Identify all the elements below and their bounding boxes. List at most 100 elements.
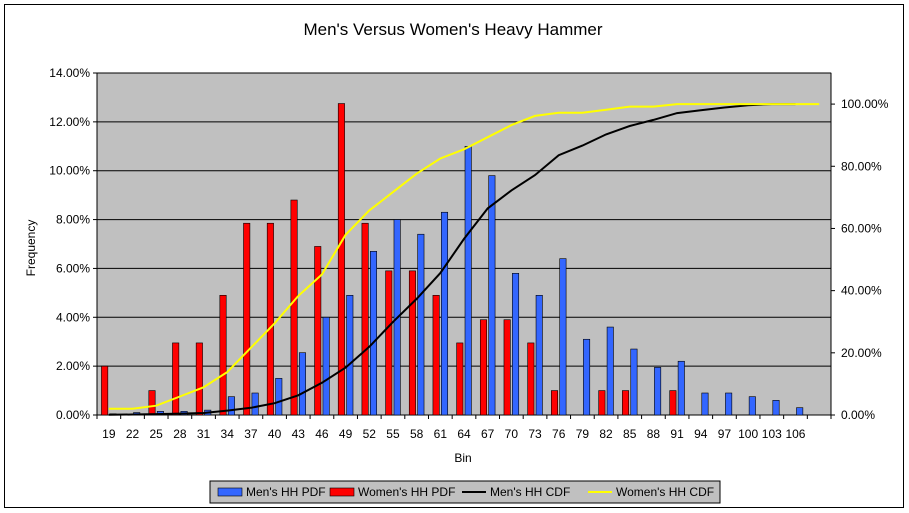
- x-tick-label: 106: [785, 427, 805, 441]
- x-tick-label: 94: [694, 427, 708, 441]
- legend-entry: Women's HH PDF: [358, 485, 455, 499]
- x-tick-label: 88: [647, 427, 661, 441]
- x-tick-label: 91: [670, 427, 684, 441]
- y2-tick-label: 80.00%: [841, 159, 882, 173]
- x-tick-label: 76: [552, 427, 566, 441]
- women-pdf-bar: [195, 342, 203, 416]
- x-tick-label: 58: [410, 427, 424, 441]
- x-tick-label: 97: [718, 427, 732, 441]
- men-pdf-bar: [583, 338, 591, 416]
- legend-entry: Men's HH PDF: [246, 485, 326, 499]
- men-pdf-bar: [441, 211, 449, 416]
- men-pdf-bar: [535, 294, 543, 416]
- x-tick-label: 82: [599, 427, 613, 441]
- men-pdf-bar: [464, 145, 472, 416]
- y2-tick-label: 20.00%: [841, 346, 882, 360]
- legend-entry: Women's HH CDF: [616, 485, 714, 499]
- men-pdf-bar: [227, 396, 235, 416]
- women-pdf-bar: [385, 270, 393, 416]
- y-tick-label: 10.00%: [49, 164, 90, 178]
- plot-background: [96, 72, 832, 416]
- y2-tick-label: 0.00%: [841, 408, 875, 422]
- legend: Men's HH PDF Women's HH PDF Men's HH CDF Wo…: [209, 480, 721, 504]
- chart-title: Men's Versus Women's Heavy Hammer: [303, 20, 602, 39]
- women-pdf-bar: [243, 222, 251, 416]
- women-pdf-bar: [266, 222, 274, 416]
- men-pdf-bar: [630, 348, 638, 416]
- men-pdf-bar: [251, 392, 259, 416]
- men-pdf-bar: [417, 233, 425, 416]
- x-axis-label: Bin: [454, 451, 471, 465]
- x-tick-label: 73: [528, 427, 542, 441]
- y-tick-label: 0.00%: [56, 408, 90, 422]
- x-tick-label: 55: [386, 427, 400, 441]
- men-pdf-bar: [654, 367, 662, 416]
- plot-area: 0.00% 2.00% 4.00% 6.00% 8.00% 10.00% 12.00% 14.…: [49, 66, 888, 441]
- men-pdf-bar: [322, 316, 330, 416]
- women-pdf-bar: [172, 342, 180, 416]
- women-pdf-bar: [314, 246, 322, 416]
- men-pdf-bar: [275, 378, 283, 416]
- women-pdf-bar: [148, 390, 156, 416]
- women-pdf-bar: [503, 319, 511, 416]
- x-tick-label: 64: [457, 427, 471, 441]
- y-tick-label: 2.00%: [56, 359, 90, 373]
- women-pdf-bar: [669, 390, 677, 416]
- women-pdf-bar: [622, 390, 630, 416]
- x-tick-label: 43: [292, 427, 306, 441]
- x-tick-label: 28: [173, 427, 187, 441]
- y-axis-label: Frequency: [24, 220, 38, 277]
- x-tick-label: 31: [197, 427, 211, 441]
- x-tick-label: 22: [126, 427, 140, 441]
- legend-swatch: [329, 487, 355, 497]
- x-tick-label: 85: [623, 427, 637, 441]
- men-pdf-bar: [298, 352, 306, 416]
- men-pdf-bar: [512, 273, 520, 416]
- x-tick-label: 19: [102, 427, 116, 441]
- y2-tick-label: 60.00%: [841, 221, 882, 235]
- women-pdf-bar: [408, 270, 416, 416]
- women-pdf-bar: [456, 342, 464, 416]
- x-tick-label: 79: [576, 427, 590, 441]
- y-tick-label: 14.00%: [49, 66, 90, 80]
- men-pdf-bar: [725, 392, 733, 416]
- women-pdf-bar: [551, 390, 559, 416]
- x-tick-label: 46: [315, 427, 329, 441]
- legend-swatch: [217, 487, 243, 497]
- y-tick-label: 12.00%: [49, 115, 90, 129]
- men-pdf-bar: [346, 294, 354, 416]
- men-pdf-bar: [677, 360, 685, 416]
- y-tick-label: 6.00%: [56, 261, 90, 275]
- chart-canvas: Men's Versus Women's Heavy Hammer 0.00% 2…: [24, 20, 889, 504]
- women-pdf-bar: [101, 365, 109, 416]
- x-tick-label: 103: [762, 427, 782, 441]
- x-tick-label: 67: [481, 427, 495, 441]
- y-tick-label: 8.00%: [56, 213, 90, 227]
- men-pdf-bar: [488, 175, 496, 416]
- x-tick-label: 40: [268, 427, 282, 441]
- women-pdf-bar: [290, 199, 298, 416]
- women-pdf-bar: [479, 319, 487, 416]
- x-tick-label: 100: [738, 427, 758, 441]
- women-pdf-bar: [527, 342, 535, 416]
- x-tick-label: 61: [434, 427, 448, 441]
- x-tick-label: 52: [363, 427, 377, 441]
- men-pdf-bar: [748, 396, 756, 416]
- men-cdf-line: [108, 103, 796, 416]
- men-pdf-bar: [796, 407, 804, 416]
- women-pdf-bar: [361, 222, 369, 416]
- y-tick-label: 4.00%: [56, 310, 90, 324]
- women-pdf-bar: [219, 294, 227, 416]
- women-pdf-bar: [598, 390, 606, 416]
- men-pdf-bar: [369, 251, 377, 416]
- women-pdf-bar: [432, 294, 440, 416]
- x-tick-label: 34: [221, 427, 235, 441]
- chart-frame: Men's Versus Women's Heavy Hammer 0.00% 2…: [4, 4, 904, 508]
- women-pdf-bar: [337, 103, 345, 416]
- men-pdf-bar: [701, 392, 709, 416]
- men-pdf-bar: [559, 258, 567, 416]
- y2-tick-label: 40.00%: [841, 284, 882, 298]
- y2-tick-label: 100.00%: [841, 97, 889, 111]
- men-pdf-bar: [772, 400, 780, 416]
- women-cdf-line: [108, 103, 820, 410]
